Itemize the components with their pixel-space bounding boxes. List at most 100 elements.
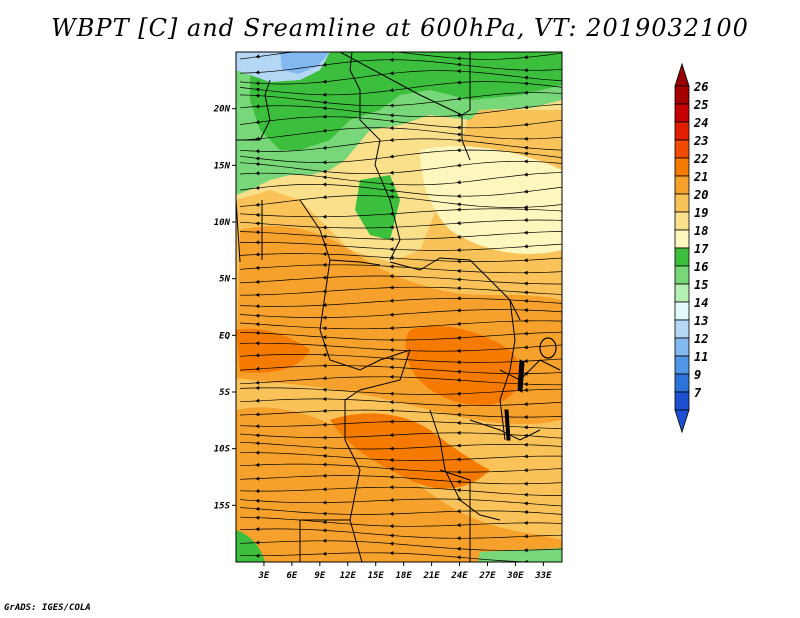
- streamline-arrowhead: [389, 264, 394, 269]
- streamline-arrowhead: [322, 169, 327, 174]
- streamline-arrowhead: [456, 194, 461, 199]
- streamline-arrowhead: [255, 322, 260, 327]
- streamline-arrowhead: [389, 113, 394, 118]
- streamline-arrowhead: [255, 93, 260, 98]
- streamline-arrowhead: [322, 335, 327, 340]
- streamline-arrowhead: [322, 303, 327, 307]
- streamline-arrowhead: [389, 433, 394, 437]
- streamline-arrowhead: [322, 528, 327, 533]
- streamline-arrowhead: [255, 353, 260, 358]
- streamline-arrowhead: [255, 331, 260, 335]
- streamline-arrowhead: [255, 240, 260, 245]
- streamline-arrowhead: [255, 515, 260, 520]
- streamline-arrowhead: [255, 441, 260, 446]
- streamline-arrowhead: [389, 274, 394, 279]
- wbpt-22-region-a: [330, 413, 490, 489]
- streamline-arrowhead: [389, 154, 394, 159]
- streamline-arrowhead: [456, 148, 461, 153]
- streamline-arrowhead: [389, 498, 394, 502]
- streamline-arrowhead: [456, 457, 461, 462]
- latitude-axis: 20N 15N 10N 5N EQ 5S 10S 15S: [213, 105, 236, 511]
- streamline: [239, 52, 562, 60]
- streamline-arrowhead: [255, 380, 260, 385]
- streamline-arrowhead: [389, 338, 394, 342]
- streamline-arrowhead: [255, 120, 260, 125]
- lon-tick-label: 9E: [314, 571, 325, 581]
- streamline-arrowhead: [255, 171, 260, 176]
- colorbar-swatch: [674, 355, 690, 375]
- streamline-arrowhead: [322, 408, 327, 413]
- lon-tick-label: 12E: [340, 571, 357, 581]
- streamline-arrowhead: [523, 454, 528, 459]
- streamline: [239, 275, 562, 285]
- colorbar-label: 24: [693, 116, 708, 130]
- streamline-arrowhead: [322, 551, 327, 556]
- streamline-arrowhead: [322, 92, 327, 97]
- wbpt-22-region-b: [405, 326, 521, 406]
- streamline-arrowhead: [456, 378, 461, 383]
- streamline-arrowhead: [389, 182, 394, 187]
- streamline-arrowhead: [523, 122, 528, 127]
- colorbar-label: 14: [694, 296, 708, 310]
- streamline-arrowhead: [456, 555, 461, 560]
- wbpt-18-region-east: [420, 146, 562, 254]
- streamline-arrowhead: [255, 221, 260, 226]
- streamline-arrowhead: [389, 511, 394, 516]
- streamline-arrowhead: [255, 540, 260, 545]
- streamline-arrowhead: [456, 296, 461, 301]
- streamline-arrowhead: [389, 541, 394, 546]
- streamline-arrowhead: [322, 145, 327, 150]
- streamline-arrowhead: [456, 391, 461, 396]
- streamline-arrowhead: [523, 442, 528, 447]
- streamline: [239, 103, 562, 118]
- streamline-arrowhead: [255, 149, 260, 154]
- streamline-arrowhead: [456, 335, 461, 340]
- streamline-arrowhead: [523, 308, 528, 313]
- streamline-arrowhead: [255, 87, 260, 92]
- colorbar-swatch: [674, 103, 690, 123]
- streamline-arrowhead: [456, 360, 461, 365]
- colorbar-swatch: [674, 283, 690, 303]
- streamline-arrowhead: [389, 408, 394, 413]
- streamline-arrowhead: [523, 218, 528, 223]
- streamline-arrowhead: [523, 290, 528, 295]
- page-title: WBPT [C] and Sreamline at 600hPa, VT: 20…: [51, 14, 749, 42]
- streamline-arrowhead: [255, 265, 260, 270]
- lat-tick-label: 10N: [214, 218, 231, 228]
- streamline: [239, 242, 562, 251]
- colorbar-swatch: [674, 391, 690, 411]
- streamline-arrowhead: [389, 356, 394, 361]
- lon-tick-label: 33E: [534, 571, 552, 581]
- streamline-arrowhead: [255, 54, 260, 59]
- streamline-arrowhead: [322, 214, 327, 219]
- streamline-arrowhead: [255, 213, 260, 217]
- streamline-arrowhead: [523, 318, 528, 323]
- streamline-arrowhead: [523, 510, 528, 515]
- streamline-arrowhead: [322, 487, 327, 492]
- streamline-arrowhead: [389, 400, 394, 405]
- streamline-arrowhead: [456, 180, 461, 185]
- streamline-arrowhead: [389, 211, 394, 216]
- streamline-arrowhead: [523, 425, 528, 430]
- streamline-arrowhead: [523, 492, 528, 497]
- streamline-arrowhead: [523, 75, 528, 80]
- lon-tick-label: 6E: [286, 571, 297, 581]
- streamline-arrowhead: [322, 128, 327, 133]
- lat-tick-label: EQ: [219, 331, 230, 341]
- streamline-arrowhead: [255, 433, 260, 438]
- streamline-arrowhead: [523, 55, 528, 60]
- streamline-arrowhead: [456, 221, 461, 226]
- streamline-arrowhead: [322, 397, 327, 401]
- streamline-arrowhead: [456, 509, 461, 514]
- streamline: [239, 138, 562, 152]
- streamline-arrowhead: [322, 234, 327, 239]
- streamline-arrowhead: [322, 100, 327, 105]
- streamline-arrowhead: [523, 244, 528, 249]
- streamline-arrowhead: [389, 138, 394, 142]
- streamline-arrowhead: [255, 185, 260, 190]
- streamline-arrowhead: [255, 81, 260, 86]
- streamline-arrowhead: [456, 470, 461, 475]
- streamline-arrowhead: [389, 57, 394, 62]
- lon-tick-label: 30E: [506, 571, 524, 581]
- streamline: [239, 486, 562, 497]
